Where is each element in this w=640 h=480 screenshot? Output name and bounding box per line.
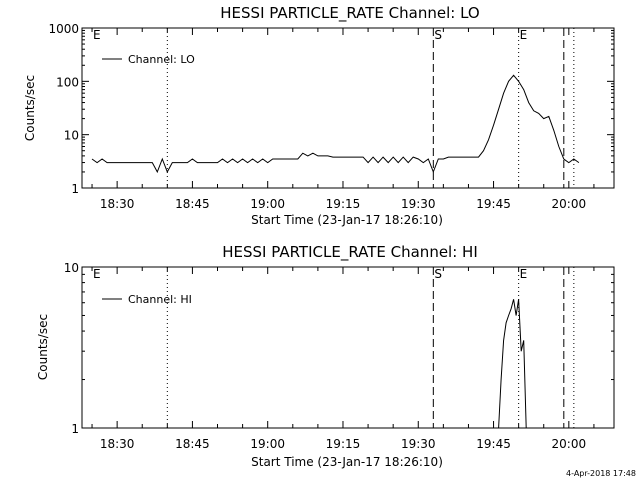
footer-timestamp: 4-Apr-2018 17:48	[566, 469, 636, 478]
y-tick-label: 10	[64, 261, 79, 275]
y-tick-label: 1000	[48, 22, 79, 36]
series-line	[91, 74, 580, 174]
x-tick-label: 19:15	[326, 437, 361, 451]
chart-title: HESSI PARTICLE_RATE Channel: LO	[220, 4, 479, 23]
marker-label: E	[520, 28, 528, 42]
y-tick-label: 1	[71, 182, 79, 196]
y-axis-label: Counts/sec	[36, 314, 50, 380]
y-tick-label: 10	[64, 129, 79, 143]
chart-panel-hi: HESSI PARTICLE_RATE Channel: HI Counts/s…	[36, 243, 615, 469]
x-tick-label: 19:30	[401, 437, 436, 451]
marker-label: E	[93, 267, 101, 281]
x-tick-label: 20:00	[552, 197, 587, 211]
x-tick-label: 18:45	[175, 197, 210, 211]
x-tick-label: 19:15	[326, 197, 361, 211]
marker-label: S	[434, 267, 442, 281]
x-tick-label: 19:45	[476, 437, 511, 451]
plot-frame	[81, 266, 615, 429]
x-tick-label: 19:45	[476, 197, 511, 211]
x-tick-label: 18:30	[100, 197, 135, 211]
x-tick-label: 19:00	[250, 197, 285, 211]
chart-title: HESSI PARTICLE_RATE Channel: HI	[222, 243, 478, 262]
x-tick-label: 18:45	[175, 437, 210, 451]
x-tick-label: 18:30	[100, 437, 135, 451]
x-tick-label: 19:00	[250, 437, 285, 451]
marker-label: E	[93, 28, 101, 42]
marker-label: S	[434, 28, 442, 42]
x-axis-label: Start Time (23-Jan-17 18:26:10)	[251, 213, 443, 227]
x-tick-label: 19:30	[401, 197, 436, 211]
chart-panel-lo: HESSI PARTICLE_RATE Channel: LO Counts/s…	[23, 4, 615, 227]
series-line	[498, 299, 527, 429]
legend-label: Channel: HI	[128, 293, 192, 306]
legend-label: Channel: LO	[128, 53, 195, 66]
plot-frame	[81, 27, 615, 189]
marker-label: E	[520, 267, 528, 281]
y-tick-label: 100	[56, 75, 79, 89]
y-axis-label: Counts/sec	[23, 75, 37, 141]
x-tick-label: 20:00	[552, 437, 587, 451]
x-axis-label: Start Time (23-Jan-17 18:26:10)	[251, 455, 443, 469]
y-tick-label: 1	[71, 422, 79, 436]
